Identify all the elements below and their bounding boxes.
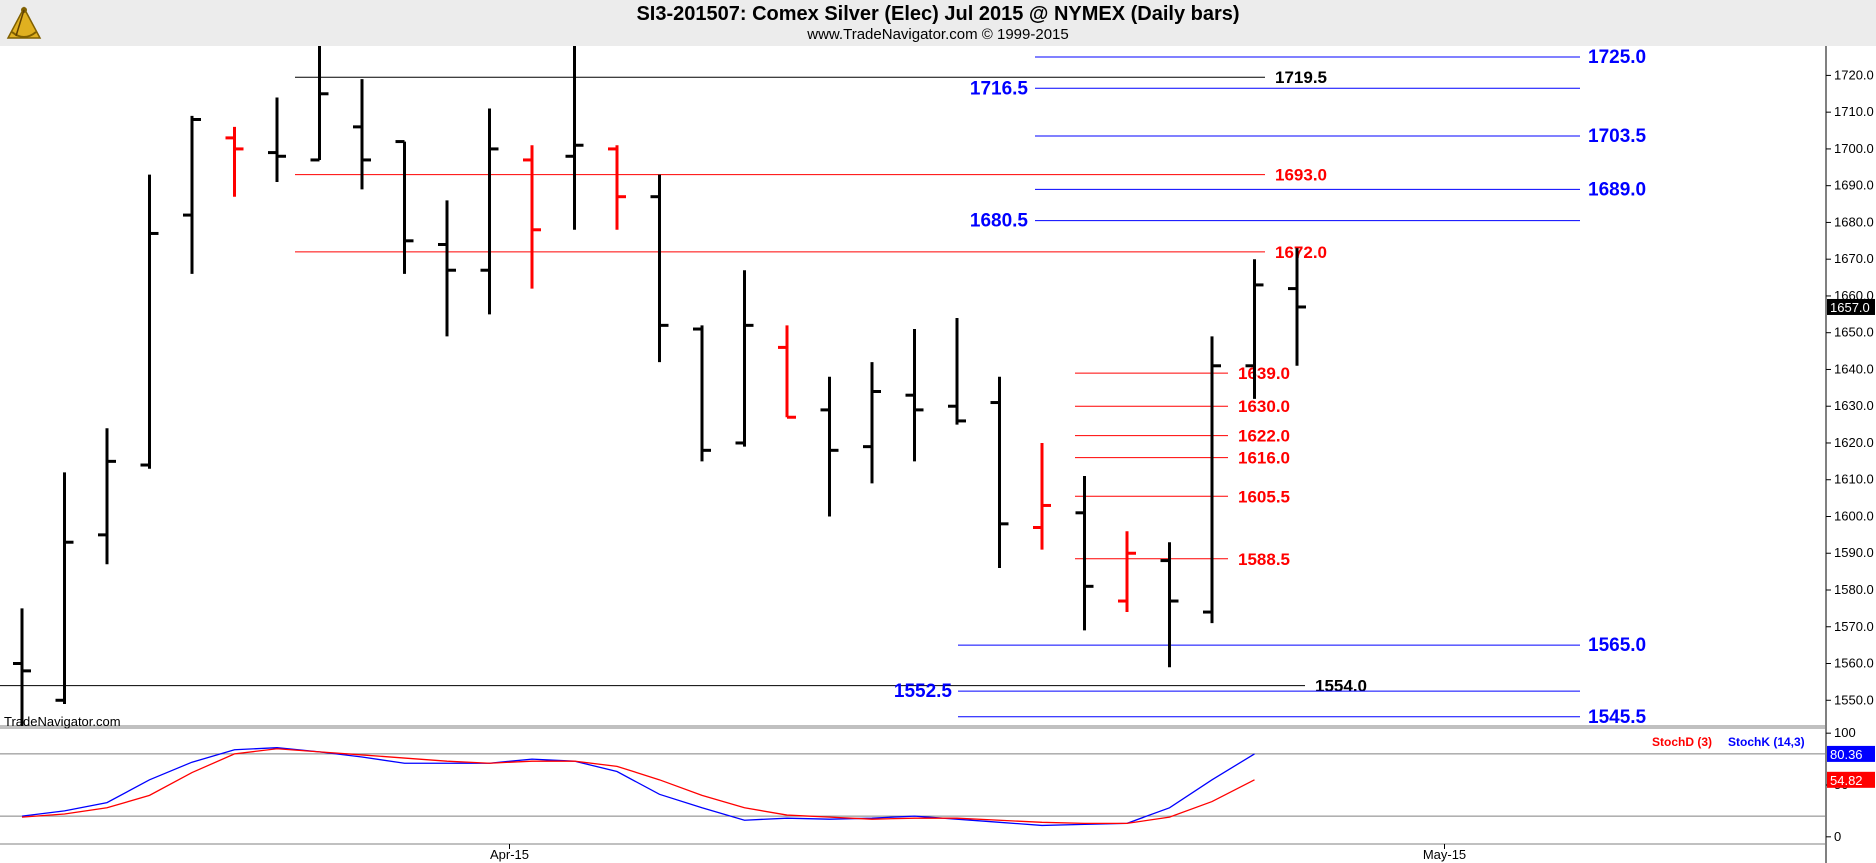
price-bars	[13, 46, 1306, 726]
level-label: 1703.5	[1588, 126, 1647, 147]
price-tick-label: 1640.0	[1834, 361, 1874, 376]
ohlc-bar	[268, 97, 286, 182]
price-tick-label: 1590.0	[1834, 545, 1874, 560]
osc-value-label: 54.82	[1830, 773, 1863, 788]
level-label: 1716.5	[970, 78, 1029, 99]
ohlc-bar	[183, 115, 201, 274]
price-tick-label: 1550.0	[1834, 692, 1874, 707]
ohlc-bar	[140, 174, 159, 469]
ohlc-bar	[990, 376, 1009, 568]
level-label: 1719.5	[1275, 68, 1327, 87]
legend-entry: StochK (14,3)	[1728, 735, 1805, 749]
legend-entry: StochD (3)	[1652, 735, 1712, 749]
level-label: 1554.0	[1315, 677, 1367, 696]
price-tick-label: 1630.0	[1834, 398, 1874, 413]
osc-value-box	[1827, 745, 1875, 762]
chart-header: SI3-201507: Comex Silver (Elec) Jul 2015…	[0, 0, 1876, 46]
ohlc-bar	[1118, 531, 1136, 613]
ohlc-bar	[55, 472, 74, 704]
level-label: 1545.5	[1588, 707, 1647, 728]
ohlc-bar	[523, 145, 541, 289]
ohlc-bar	[1075, 476, 1094, 631]
price-tick-label: 1580.0	[1834, 582, 1874, 597]
price-tick-label: 1610.0	[1834, 472, 1874, 487]
ohlc-bar	[608, 145, 626, 230]
ohlc-bar	[735, 270, 754, 447]
last-price-box	[1827, 298, 1875, 315]
last-price-label: 1657.0	[1830, 300, 1870, 315]
ohlc-bar	[565, 46, 584, 230]
price-tick-label: 1710.0	[1834, 104, 1874, 119]
ohlc-bar	[438, 200, 456, 337]
ohlc-bar	[778, 325, 796, 419]
level-label: 1680.5	[970, 211, 1029, 232]
level-label: 1616.0	[1238, 449, 1290, 468]
price-tick-label: 1680.0	[1834, 214, 1874, 229]
ohlc-bar	[1288, 248, 1306, 366]
level-label: 1693.0	[1275, 166, 1327, 185]
ohlc-bar	[948, 318, 966, 425]
level-label: 1672.0	[1275, 243, 1327, 262]
ohlc-bar	[863, 362, 881, 484]
level-label: 1639.0	[1238, 364, 1290, 383]
ohlc-bar	[395, 140, 414, 274]
osc-series-line	[21, 748, 1255, 824]
level-label: 1565.0	[1588, 635, 1646, 656]
price-levels: 1725.0 1719.5 1716.5 1703.5 1693.0 1689.0 1680…	[0, 47, 1647, 728]
ohlc-bar	[98, 428, 116, 565]
level-label: 1689.0	[1588, 179, 1646, 200]
ohlc-bar	[1245, 259, 1264, 399]
price-tick-label: 1720.0	[1834, 67, 1874, 82]
price-tick-label: 1570.0	[1834, 619, 1874, 634]
time-axis: Apr-15 May-15	[0, 843, 1826, 862]
osc-value-label: 80.36	[1830, 747, 1863, 762]
price-tick-label: 1560.0	[1834, 656, 1874, 671]
ohlc-bar	[13, 608, 31, 726]
price-tick-label: 1670.0	[1834, 251, 1874, 266]
osc-series-line	[21, 747, 1255, 827]
ohlc-bar	[1203, 336, 1221, 624]
time-tick-label: May-15	[1423, 847, 1466, 862]
ohlc-bar	[310, 46, 329, 162]
ohlc-bar	[225, 126, 244, 197]
ohlc-bar	[693, 325, 711, 462]
ohlc-bar	[1160, 542, 1179, 668]
price-tick-label: 1700.0	[1834, 141, 1874, 156]
level-label: 1630.0	[1238, 397, 1290, 416]
sextant-logo-icon	[6, 6, 42, 39]
ohlc-bar	[480, 108, 499, 315]
price-tick-label: 1620.0	[1834, 435, 1874, 450]
osc-tick-label: 0	[1834, 829, 1841, 844]
level-label: 1622.0	[1238, 427, 1290, 446]
chart-subtitle: www.TradeNavigator.com © 1999-2015	[807, 26, 1069, 43]
ohlc-bar	[820, 376, 839, 517]
watermark-text: TradeNavigator.com	[4, 714, 121, 729]
level-label: 1605.5	[1238, 487, 1290, 506]
osc-value-box	[1827, 771, 1875, 788]
ohlc-bar	[650, 174, 669, 363]
ohlc-bar	[353, 79, 371, 190]
ohlc-bar	[905, 329, 924, 462]
chart-title: SI3-201507: Comex Silver (Elec) Jul 2015…	[636, 3, 1240, 25]
ohlc-bar	[1033, 442, 1051, 550]
chart-area: 1550.0 1560.0 1570.0 1580.0 1590.0 1600.0 1610…	[0, 46, 1876, 863]
time-tick-label: Apr-15	[490, 847, 529, 862]
price-tick-label: 1690.0	[1834, 178, 1874, 193]
price-axis: 1550.0 1560.0 1570.0 1580.0 1590.0 1600.0 1610…	[0, 46, 1875, 863]
level-label: 1588.5	[1238, 550, 1290, 569]
osc-tick-label: 100	[1834, 725, 1856, 740]
level-label: 1552.5	[894, 681, 953, 702]
level-label: 1725.0	[1588, 47, 1646, 68]
price-tick-label: 1600.0	[1834, 508, 1874, 523]
price-tick-label: 1650.0	[1834, 325, 1874, 340]
